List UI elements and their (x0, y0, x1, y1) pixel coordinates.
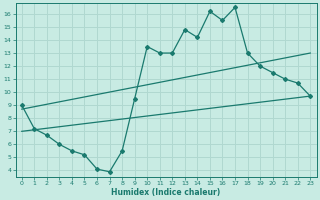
X-axis label: Humidex (Indice chaleur): Humidex (Indice chaleur) (111, 188, 221, 197)
